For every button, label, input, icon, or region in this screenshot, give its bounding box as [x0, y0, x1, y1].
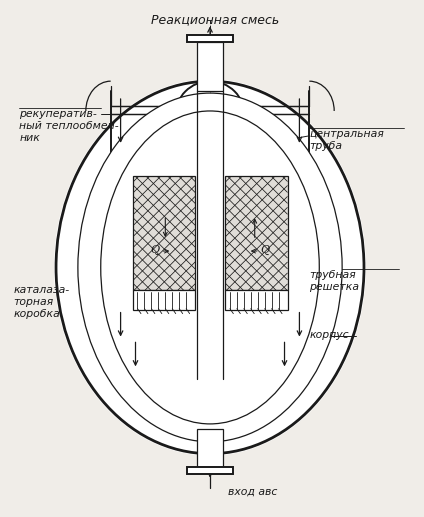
Text: Q: Q	[260, 245, 269, 255]
Text: Q: Q	[151, 245, 160, 255]
Text: каталаза-: каталаза-	[13, 285, 70, 295]
Bar	[187, 36, 233, 42]
Text: трубная: трубная	[310, 270, 356, 280]
Text: Реакционная смесь: Реакционная смесь	[151, 13, 279, 26]
Bar	[197, 429, 223, 467]
Bar	[225, 176, 287, 290]
Text: вход авс: вход авс	[228, 486, 277, 496]
Ellipse shape	[101, 111, 319, 424]
Text: рекуператив-: рекуператив-	[19, 109, 97, 119]
Text: ник: ник	[19, 133, 40, 143]
Text: корпус: корпус	[310, 329, 349, 340]
Text: торная: торная	[13, 297, 53, 307]
Bar	[225, 176, 287, 290]
Text: труба: труба	[310, 141, 342, 151]
Text: ный теплообмен-: ный теплообмен-	[19, 121, 119, 131]
Bar	[133, 176, 195, 290]
Ellipse shape	[54, 79, 366, 455]
Ellipse shape	[78, 93, 342, 442]
Bar	[197, 42, 223, 91]
Bar	[133, 290, 195, 310]
Bar	[225, 290, 287, 310]
Text: центральная: центральная	[310, 129, 384, 139]
Text: коробка: коробка	[13, 309, 60, 318]
Text: решетка: решетка	[310, 282, 360, 292]
Bar	[187, 467, 233, 474]
Bar	[133, 176, 195, 290]
